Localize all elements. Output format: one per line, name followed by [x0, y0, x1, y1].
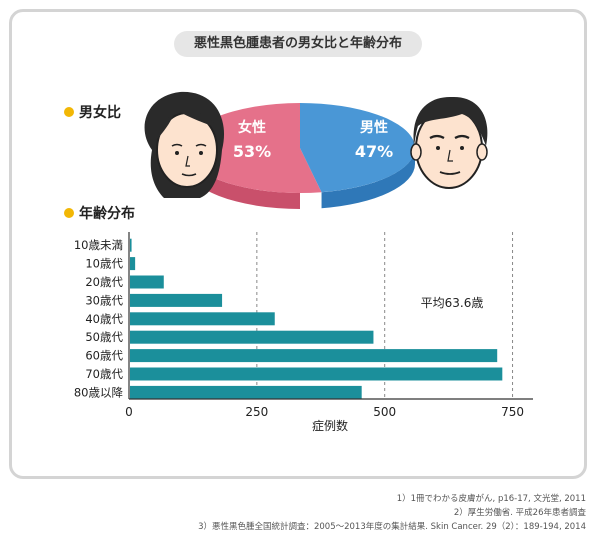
mean-age-annotation: 平均63.6歳 [421, 296, 484, 310]
age-heading-text: 年齢分布 [79, 206, 135, 222]
y-tick-label: 70歳代 [85, 367, 123, 381]
pie-label-male: 男性 [360, 119, 388, 136]
male-face-icon [410, 96, 488, 189]
y-tick-label: 40歳代 [85, 312, 123, 326]
bar [130, 349, 498, 363]
footnote-1: 1）1冊でわかる皮膚がん, p16-17, 文光堂, 2011 [396, 494, 586, 504]
x-tick-labels: 0 250 500 750 [125, 405, 524, 419]
bar [130, 275, 164, 289]
age-bar-chart [130, 238, 503, 399]
bar [130, 330, 374, 344]
y-tick-label: 50歳代 [85, 330, 123, 344]
x-tick-label: 500 [373, 405, 396, 419]
x-tick-label: 750 [501, 405, 524, 419]
x-tick-label: 250 [245, 405, 268, 419]
figure-card [9, 9, 587, 479]
bullet-dot-icon [64, 107, 74, 117]
y-tick-label: 80歳以降 [74, 385, 124, 399]
y-tick-labels: 10歳未満 10歳代 20歳代 30歳代 40歳代 50歳代 60歳代 70歳代 80歳以降 [74, 238, 124, 399]
y-tick-label: 20歳代 [85, 275, 123, 289]
pie-side-male [321, 148, 415, 209]
pie-side-female [185, 148, 300, 209]
bar [130, 312, 275, 326]
bar [130, 293, 223, 307]
pie-slice-male [300, 103, 416, 193]
bar [130, 257, 136, 271]
sex-ratio-heading: 男女比 [64, 102, 121, 122]
x-tick-label: 0 [125, 405, 133, 419]
bullet-dot-icon [64, 208, 74, 218]
footnote-2: 2）厚生労働省. 平成26年患者調査 [453, 508, 586, 518]
y-tick-label: 10歳未満 [74, 238, 123, 252]
bar [130, 385, 362, 399]
footnote-3: 3）悪性黒色腫全国統計調査：2005〜2013年度の集計結果. Skin Can… [198, 522, 586, 532]
sex-ratio-heading-text: 男女比 [79, 105, 121, 121]
age-distribution-heading: 年齢分布 [64, 203, 135, 223]
x-axis-label: 症例数 [312, 418, 348, 433]
pie-label-female: 女性 [238, 119, 266, 136]
y-tick-label: 30歳代 [85, 293, 123, 307]
page-title: 悪性黒色腫患者の男女比と年齢分布 [174, 31, 422, 57]
footnotes: 1）1冊でわかる皮膚がん, p16-17, 文光堂, 2011 2）厚生労働省.… [198, 492, 586, 534]
female-face-icon [144, 91, 225, 198]
pie-value-male: 47% [355, 142, 393, 161]
y-tick-label: 60歳代 [85, 349, 123, 363]
y-tick-label: 10歳代 [85, 257, 123, 271]
bar [130, 238, 132, 252]
pie-value-female: 53% [233, 142, 271, 161]
bar [130, 367, 503, 381]
